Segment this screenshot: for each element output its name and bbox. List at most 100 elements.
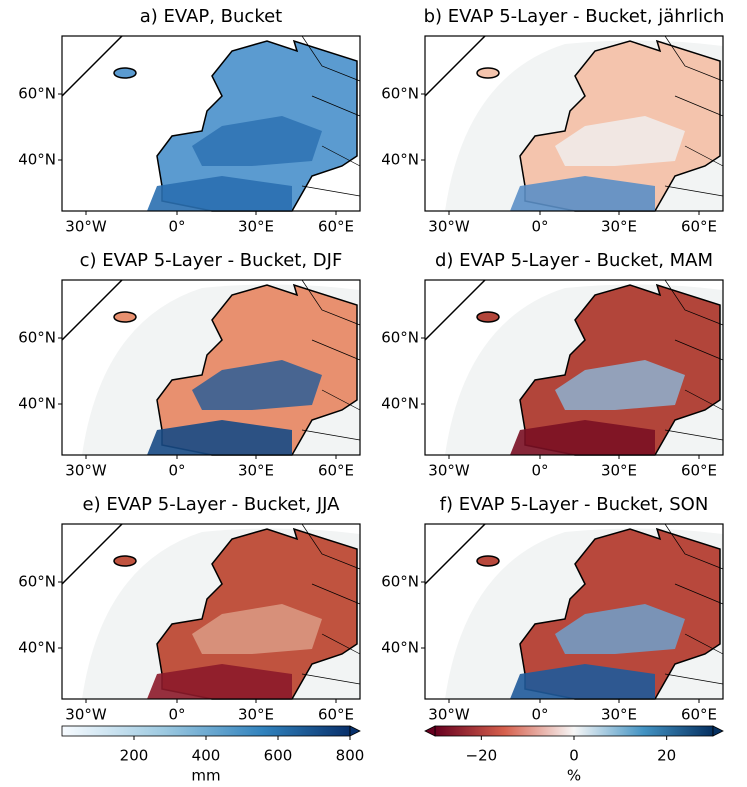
asia-borders	[664, 523, 724, 685]
lon-label: 30°W	[428, 706, 470, 724]
lat-label: 60°N	[381, 573, 419, 591]
map-panel: b) EVAP 5-Layer - Bucket, jährlich 30°W 0°…	[381, 6, 724, 236]
lon-label: 0°	[168, 462, 185, 480]
panel-frame	[61, 523, 361, 700]
greenland-coast	[424, 523, 486, 585]
colorbar-tick-label: 800	[336, 747, 365, 765]
map-panel: c) EVAP 5-Layer - Bucket, DJF 30°W 0° 30°E 6…	[18, 250, 361, 480]
lat-label: 60°N	[18, 329, 56, 347]
asia-borders	[301, 35, 361, 197]
iceland	[113, 555, 137, 567]
iceland	[113, 311, 137, 323]
lon-label: 30°E	[238, 218, 274, 236]
greenland-coast	[61, 35, 123, 97]
lon-label: 60°E	[318, 706, 354, 724]
north-africa-field	[510, 420, 655, 455]
lon-label: 60°E	[681, 462, 717, 480]
panel-frame	[61, 35, 361, 212]
asia-borders	[301, 523, 361, 685]
colorbar-extend	[712, 725, 724, 737]
panel-title: b) EVAP 5-Layer - Bucket, jährlich	[424, 6, 725, 27]
greenland-coast	[61, 279, 123, 341]
map-panel: f) EVAP 5-Layer - Bucket, SON 30°W 0° 30°E 6…	[381, 494, 724, 724]
lon-label: 30°W	[428, 218, 470, 236]
colorbar-tick-label: 200	[120, 747, 149, 765]
lon-label: 60°E	[318, 462, 354, 480]
panel-title: c) EVAP 5-Layer - Bucket, DJF	[80, 250, 343, 271]
lat-label: 40°N	[381, 639, 419, 657]
panel-title: a) EVAP, Bucket	[140, 6, 283, 27]
lon-label: 60°E	[681, 706, 717, 724]
lon-label: 0°	[531, 706, 548, 724]
lon-label: 60°E	[318, 218, 354, 236]
map-panel: d) EVAP 5-Layer - Bucket, MAM 30°W 0° 30°E 6…	[381, 250, 724, 480]
lon-label: 30°W	[428, 462, 470, 480]
central-europe-field	[192, 116, 322, 166]
lon-label: 0°	[168, 218, 185, 236]
colorbar-extend	[424, 725, 436, 737]
greenland-coast	[424, 35, 486, 97]
asia-borders	[301, 279, 361, 441]
panel-frame	[424, 279, 724, 456]
lat-label: 40°N	[381, 151, 419, 169]
iceland	[476, 555, 500, 567]
colorbar-label: mm	[191, 767, 220, 785]
lon-label: 30°E	[601, 462, 637, 480]
iceland	[476, 67, 500, 79]
lon-label: 60°E	[681, 218, 717, 236]
lon-label: 0°	[168, 706, 185, 724]
north-africa-field	[510, 176, 655, 211]
lat-label: 40°N	[18, 151, 56, 169]
panel-frame	[424, 35, 724, 212]
lat-label: 60°N	[381, 329, 419, 347]
north-africa-field	[147, 664, 292, 699]
lon-label: 30°W	[65, 706, 107, 724]
panel-frame	[61, 279, 361, 456]
lon-label: 30°W	[65, 218, 107, 236]
colorbar: 200 400 600 800 mm	[61, 725, 365, 785]
lat-label: 60°N	[18, 573, 56, 591]
colorbar-fill	[434, 725, 714, 737]
colorbar-extend	[349, 725, 361, 737]
asia-borders	[664, 35, 724, 197]
colorbar-tick-label: −20	[466, 747, 498, 765]
lon-label: 0°	[531, 462, 548, 480]
lon-label: 30°W	[65, 462, 107, 480]
lat-label: 60°N	[381, 85, 419, 103]
lat-label: 40°N	[18, 395, 56, 413]
lon-label: 30°E	[601, 706, 637, 724]
north-africa-field	[147, 420, 292, 455]
panel-title: e) EVAP 5-Layer - Bucket, JJA	[83, 494, 341, 515]
north-africa-field	[510, 664, 655, 699]
greenland-coast	[61, 523, 123, 585]
lon-label: 30°E	[238, 462, 274, 480]
asia-borders	[664, 279, 724, 441]
central-europe-field	[555, 360, 685, 410]
lon-label: 0°	[531, 218, 548, 236]
lat-label: 60°N	[18, 85, 56, 103]
central-europe-field	[192, 604, 322, 654]
lon-label: 30°E	[601, 218, 637, 236]
greenland-coast	[424, 279, 486, 341]
lat-label: 40°N	[18, 639, 56, 657]
map-panel: a) EVAP, Bucket 30°W 0° 30°E 60°E 60°N 40°N	[18, 6, 361, 236]
colorbar-tick-label: 600	[264, 747, 293, 765]
colorbar-fill	[61, 725, 351, 737]
colorbar-tick-label: 400	[192, 747, 221, 765]
map-panel: e) EVAP 5-Layer - Bucket, JJA 30°W 0° 30°E 6…	[18, 494, 361, 724]
panel-frame	[424, 523, 724, 700]
iceland	[476, 311, 500, 323]
lat-label: 40°N	[381, 395, 419, 413]
central-europe-field	[555, 604, 685, 654]
central-europe-field	[555, 116, 685, 166]
central-europe-field	[192, 360, 322, 410]
colorbar-tick-label: 20	[657, 747, 676, 765]
north-africa-field	[147, 176, 292, 211]
iceland	[113, 67, 137, 79]
colorbar-label: %	[567, 767, 581, 785]
colorbar: −20 0 20%	[424, 725, 724, 785]
panel-title: f) EVAP 5-Layer - Bucket, SON	[440, 494, 709, 515]
colorbar-tick-label: 0	[569, 747, 579, 765]
lon-label: 30°E	[238, 706, 274, 724]
